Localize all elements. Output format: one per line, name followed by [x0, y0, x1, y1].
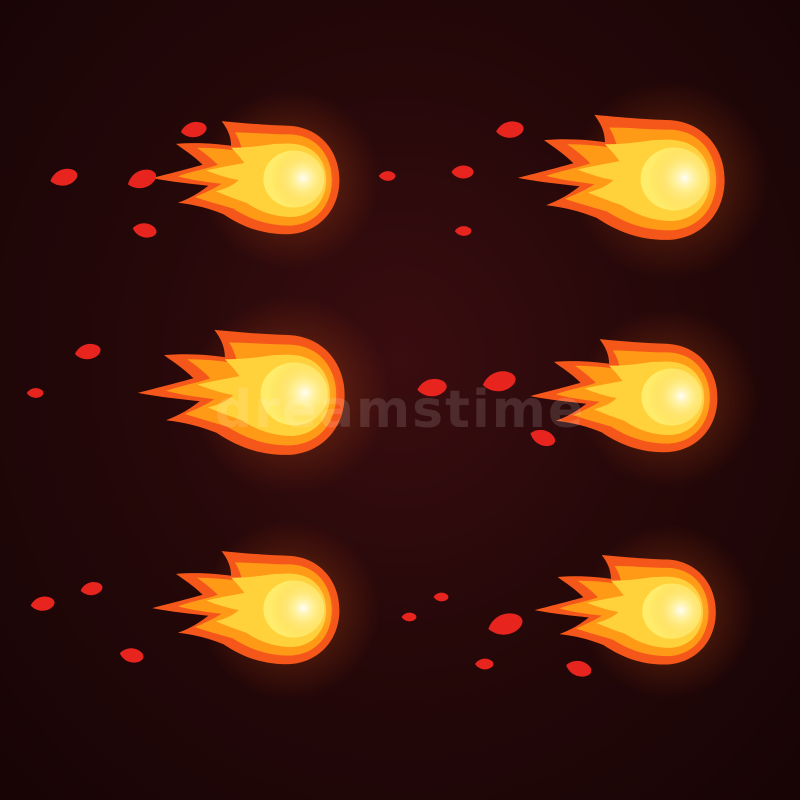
fireball-3: [137, 295, 390, 495]
fireball-5: [152, 519, 381, 701]
fireball-6: [534, 524, 756, 700]
fireball-1: [152, 89, 381, 271]
fireball-2: [517, 80, 770, 280]
fireball-4: [530, 307, 759, 489]
